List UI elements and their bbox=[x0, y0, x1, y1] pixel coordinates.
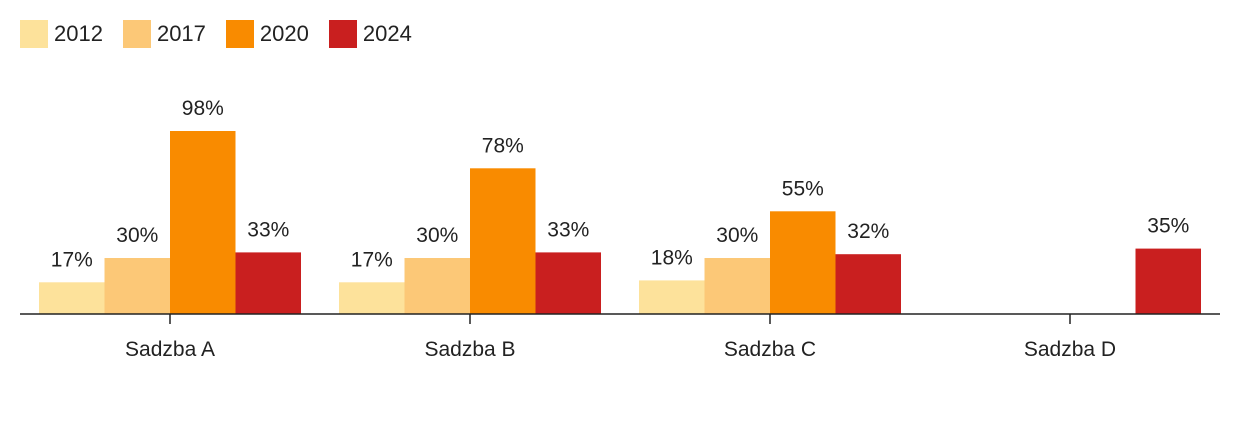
legend-item-2012: 2012 bbox=[20, 20, 103, 48]
bar-2024-0 bbox=[235, 252, 301, 314]
data-label-2017-1: 30% bbox=[416, 224, 458, 247]
legend-swatch-2017 bbox=[122, 20, 151, 48]
bar-2020-1 bbox=[470, 168, 536, 314]
data-label-2024-0: 33% bbox=[247, 218, 289, 241]
legend: 2012 2017 2020 2024 bbox=[20, 20, 432, 48]
legend-label-2020: 2020 bbox=[259, 21, 309, 46]
data-label-2012-1: 17% bbox=[351, 248, 393, 271]
bar-2020-0 bbox=[170, 131, 236, 314]
legend-label-2017: 2017 bbox=[156, 21, 206, 46]
data-label-2017-2: 30% bbox=[716, 224, 758, 247]
x-tick-label-2: Sadzba C bbox=[724, 338, 816, 361]
bar-2017-0 bbox=[104, 258, 170, 314]
bar-2012-1 bbox=[339, 282, 405, 314]
bar-2012-0 bbox=[39, 282, 105, 314]
data-label-2024-2: 32% bbox=[847, 220, 889, 243]
bar-2024-3 bbox=[1135, 248, 1201, 314]
bar-2020-2 bbox=[770, 211, 836, 314]
bar-2017-1 bbox=[404, 258, 470, 314]
legend-item-2024: 2024 bbox=[328, 20, 412, 48]
data-label-2017-0: 30% bbox=[116, 224, 158, 247]
data-label-2024-3: 35% bbox=[1147, 215, 1189, 238]
data-label-2024-1: 33% bbox=[547, 218, 589, 241]
legend-item-2017: 2017 bbox=[122, 20, 206, 48]
bar-2024-1 bbox=[535, 252, 601, 314]
x-tick-label-1: Sadzba B bbox=[424, 338, 515, 361]
bar-2017-2 bbox=[704, 258, 770, 314]
data-label-2020-0: 98% bbox=[182, 97, 224, 120]
legend-item-2020: 2020 bbox=[225, 20, 309, 48]
bar-2012-2 bbox=[639, 280, 705, 314]
data-label-2020-1: 78% bbox=[482, 134, 524, 157]
legend-swatch-2012 bbox=[20, 20, 48, 48]
data-label-2012-0: 17% bbox=[51, 248, 93, 271]
legend-swatch-2020 bbox=[225, 20, 254, 48]
data-label-2012-2: 18% bbox=[651, 246, 693, 269]
legend-label-2012: 2012 bbox=[54, 21, 103, 46]
legend-label-2024: 2024 bbox=[362, 21, 412, 46]
legend-swatch-2024 bbox=[328, 20, 357, 48]
x-tick-label-0: Sadzba A bbox=[125, 338, 215, 361]
x-tick-label-3: Sadzba D bbox=[1024, 338, 1116, 361]
bar-2024-2 bbox=[835, 254, 901, 314]
data-label-2020-2: 55% bbox=[782, 177, 824, 200]
